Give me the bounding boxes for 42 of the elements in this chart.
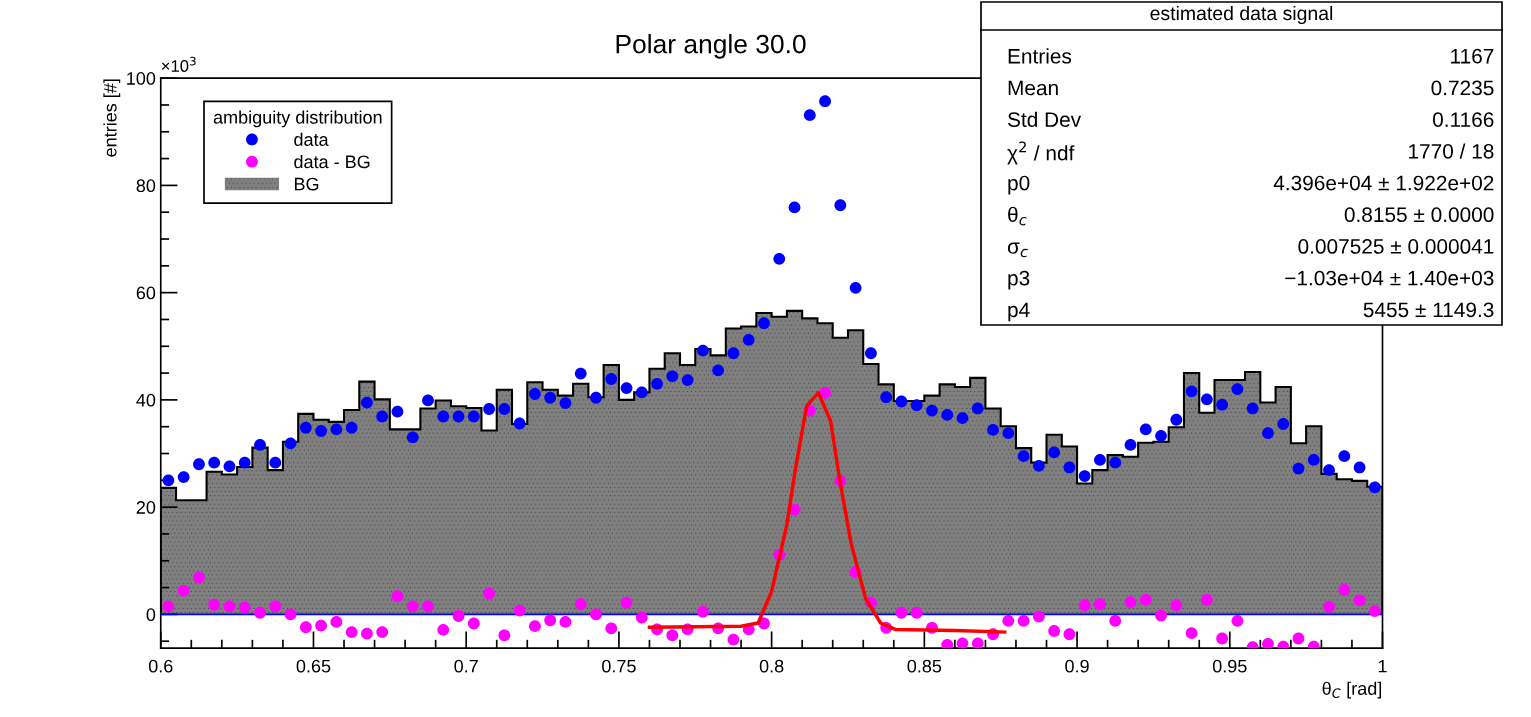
text: ×10$^{3}$	[161, 56, 196, 72]
text: 1167	[1451, 48, 1494, 64]
y-tick-label: 20	[136, 501, 156, 514]
x-tick-label: 0.65	[296, 659, 331, 673]
legend-title: ambiguity distribution	[213, 110, 382, 128]
annotation: σ$_{c}$	[1007, 242, 1028, 258]
legend-label: BG	[294, 177, 319, 191]
y-axis-title: entries [#]	[103, 79, 121, 157]
annotation: p3	[1008, 270, 1030, 290]
annotation: χ$^{2}$ / ndf	[1007, 141, 1075, 165]
text: 0.1166	[1432, 112, 1494, 127]
x-tick-label: 0.6	[148, 659, 173, 673]
x-tick-label: 0.7	[454, 659, 478, 673]
legend-label: data	[294, 132, 329, 146]
annotation: Std Dev	[1007, 111, 1082, 127]
y-tick-label: 60	[136, 286, 156, 300]
annotation: p0	[1008, 175, 1030, 195]
legend-label: data - BG	[294, 154, 370, 169]
annotation: Mean	[1008, 80, 1058, 96]
annotation: 0.8155 ± 0.0000	[1344, 207, 1494, 223]
annotation: 0.007525 ± 0.000041	[1298, 239, 1494, 254]
annotation: 5455 ± 1149.3	[1363, 302, 1494, 318]
x-tick-label: 0.95	[1212, 659, 1247, 673]
annotation: θ$_{c}$	[1008, 206, 1027, 226]
text: Entries	[1008, 48, 1072, 64]
x-tick-label: 0.8	[759, 659, 784, 673]
annotation: −1.03e+04 ± 1.40e+03	[1285, 270, 1494, 286]
annotation: p4	[1008, 302, 1030, 322]
text: estimated data signal	[1150, 5, 1333, 25]
text: 1770 / 18	[1409, 143, 1494, 159]
y-tick-label: 40	[136, 393, 156, 407]
x-tick-label: 0.75	[602, 659, 636, 673]
chart-title: Polar angle 30.0	[616, 34, 806, 59]
x-axis-title: θ$_{C}$ [rad]	[1322, 681, 1382, 699]
x-tick-label: 1	[1378, 659, 1387, 673]
x-tick-label: 0.85	[907, 659, 942, 673]
x-tick-label: 0.9	[1065, 659, 1089, 673]
y-tick-label: 100	[127, 72, 156, 85]
y-tick-label: 0	[146, 608, 156, 622]
text: 0.7235	[1431, 80, 1494, 96]
annotation: 4.396e+04 ± 1.922e+02	[1273, 175, 1494, 191]
y-tick-label: 80	[136, 179, 156, 193]
